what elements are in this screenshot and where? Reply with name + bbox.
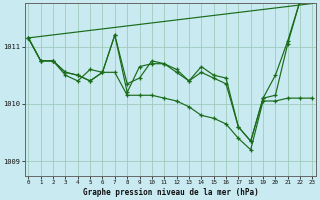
X-axis label: Graphe pression niveau de la mer (hPa): Graphe pression niveau de la mer (hPa) (83, 188, 258, 197)
